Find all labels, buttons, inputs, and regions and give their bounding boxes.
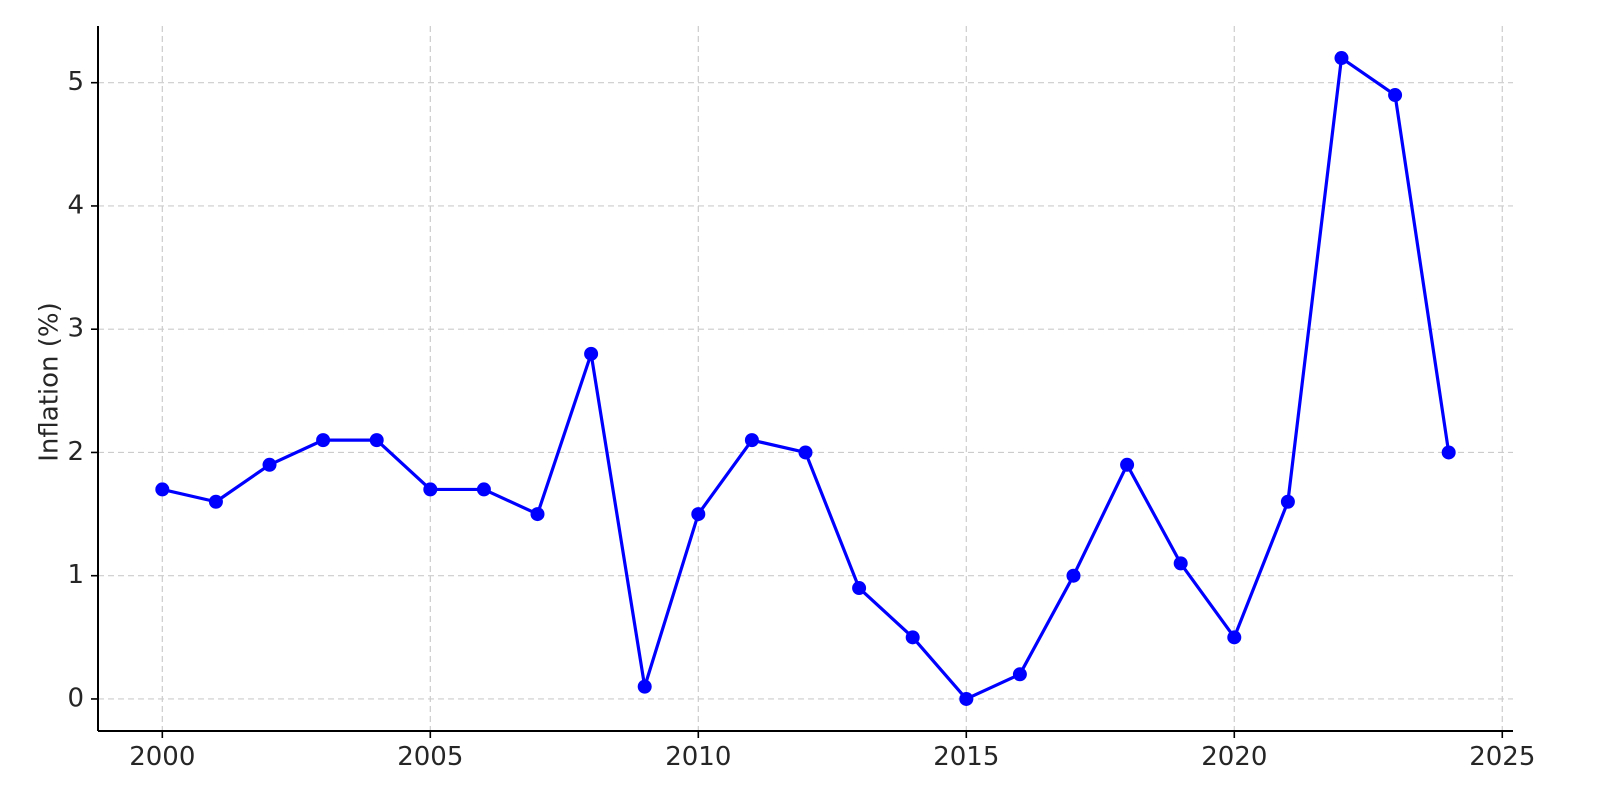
data-point-2011 xyxy=(744,433,759,448)
data-point-2009 xyxy=(637,679,652,694)
data-point-2001 xyxy=(208,494,223,509)
data-point-2003 xyxy=(316,433,331,448)
x-tick-label-2025: 2025 xyxy=(1469,742,1535,772)
y-tick-label-5: 5 xyxy=(67,67,84,97)
data-point-2021 xyxy=(1280,494,1295,509)
data-point-2018 xyxy=(1120,457,1135,472)
data-point-2019 xyxy=(1173,556,1188,571)
data-point-2014 xyxy=(905,630,920,645)
data-point-2020 xyxy=(1227,630,1242,645)
y-tick-label-4: 4 xyxy=(67,190,84,220)
y-tick-label-1: 1 xyxy=(67,560,84,590)
data-point-2000 xyxy=(155,482,170,497)
data-point-2013 xyxy=(852,581,867,596)
x-tick-label-2015: 2015 xyxy=(933,742,999,772)
ticks: 2000 2005 2010 2015 2020 2025 0 1 2 3 4 5 xyxy=(67,67,1535,772)
data-point-2002 xyxy=(262,457,277,472)
data-point-2008 xyxy=(584,346,599,361)
y-tick-label-3: 3 xyxy=(67,314,84,344)
series-line-0 xyxy=(161,56,1451,701)
data-point-2005 xyxy=(423,482,438,497)
y-axis-title: Inflation (%) xyxy=(35,302,65,462)
axes xyxy=(97,26,1513,732)
series xyxy=(155,51,1456,706)
x-tick-label-2005: 2005 xyxy=(397,742,463,772)
data-point-2017 xyxy=(1066,568,1081,583)
data-point-2010 xyxy=(691,507,706,522)
x-tick-label-2010: 2010 xyxy=(665,742,731,772)
data-point-2004 xyxy=(369,433,384,448)
x-tick-label-2000: 2000 xyxy=(129,742,195,772)
data-point-2024 xyxy=(1441,445,1456,460)
x-tick-label-2020: 2020 xyxy=(1201,742,1267,772)
data-point-2015 xyxy=(959,691,974,706)
data-point-2016 xyxy=(1012,667,1027,682)
data-point-2006 xyxy=(476,482,491,497)
grid xyxy=(98,26,1513,731)
data-point-2023 xyxy=(1388,88,1403,103)
y-tick-label-2: 2 xyxy=(67,437,84,467)
data-point-2007 xyxy=(530,507,545,522)
y-tick-label-0: 0 xyxy=(67,683,84,713)
data-point-2022 xyxy=(1334,51,1349,66)
data-point-2012 xyxy=(798,445,813,460)
